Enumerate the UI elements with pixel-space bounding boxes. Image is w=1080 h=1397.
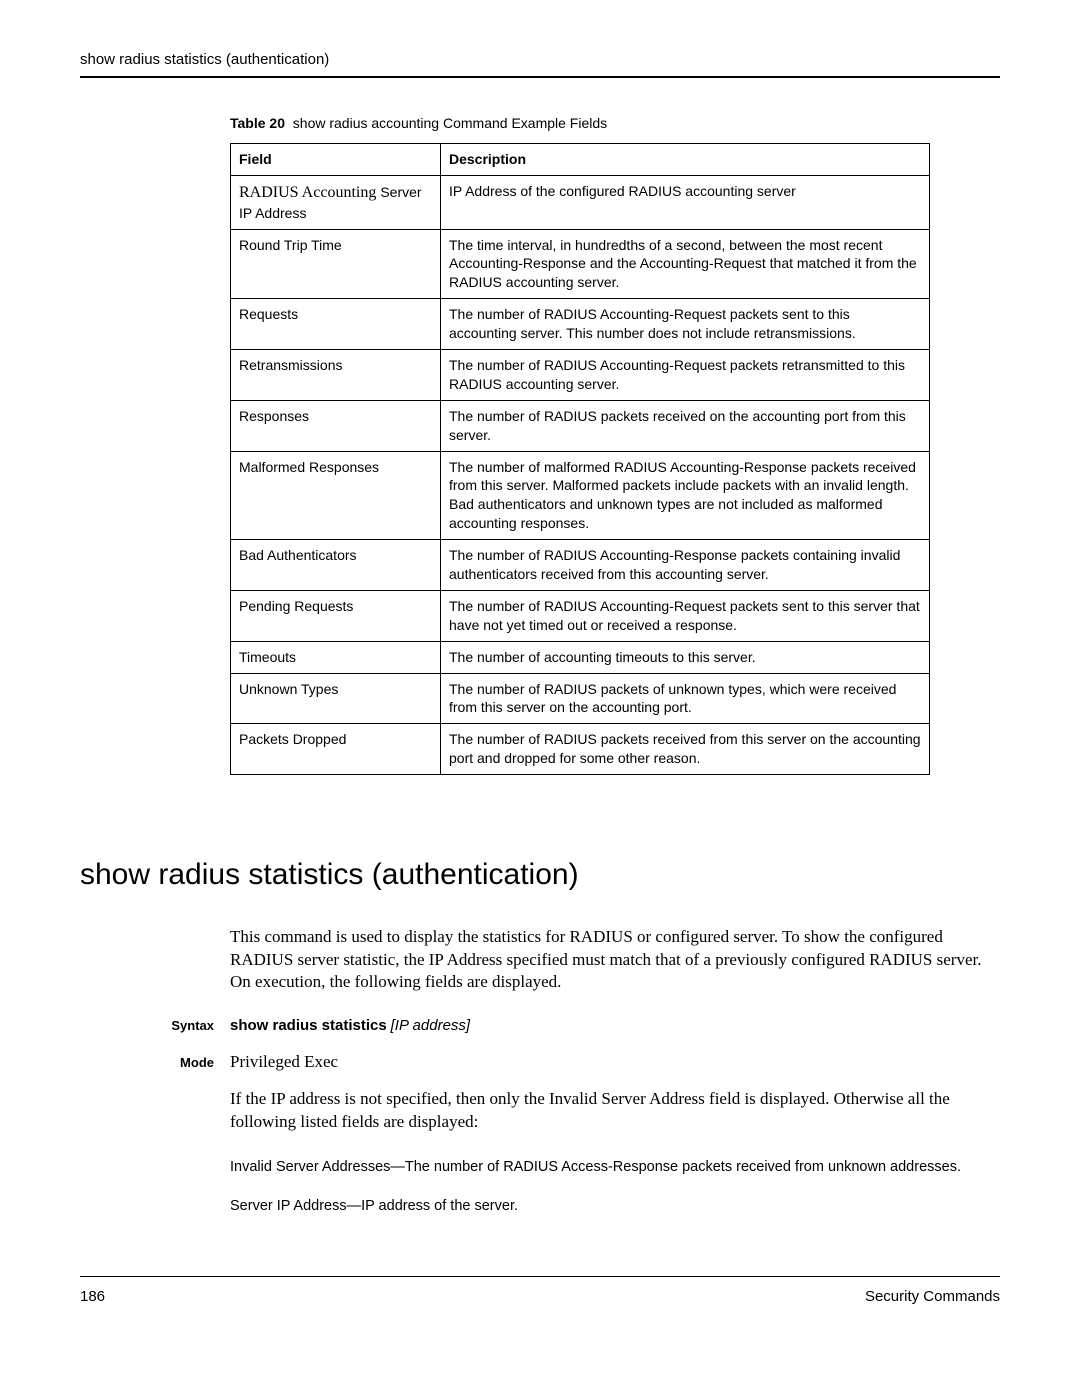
col-field: Field <box>231 144 441 176</box>
mode-row: Mode Privileged Exec <box>150 1051 1000 1074</box>
field-cell: Retransmissions <box>231 349 441 400</box>
table-caption-label: Table 20 <box>230 115 285 131</box>
mode-label: Mode <box>150 1054 230 1072</box>
desc-cell: The number of RADIUS Accounting-Request … <box>441 299 930 350</box>
field-cell: Packets Dropped <box>231 724 441 775</box>
desc-cell: The number of RADIUS Accounting-Response… <box>441 540 930 591</box>
field-cell: Requests <box>231 299 441 350</box>
running-header: show radius statistics (authentication) <box>80 50 1000 78</box>
desc-cell: The number of RADIUS packets received fr… <box>441 724 930 775</box>
table-row: Round Trip TimeThe time interval, in hun… <box>231 229 930 299</box>
section-title: show radius statistics (authentication) <box>80 855 1000 896</box>
desc-cell: The number of RADIUS Accounting-Request … <box>441 590 930 641</box>
field-cell: Bad Authenticators <box>231 540 441 591</box>
field-para-1: Invalid Server Addresses—The number of R… <box>230 1157 1000 1177</box>
desc-cell: The number of accounting timeouts to thi… <box>441 641 930 673</box>
syntax-label: Syntax <box>150 1017 230 1035</box>
table-row: TimeoutsThe number of accounting timeout… <box>231 641 930 673</box>
syntax-row: Syntax show radius statistics [IP addres… <box>150 1016 1000 1036</box>
page-number: 186 <box>80 1287 105 1307</box>
desc-cell: The number of RADIUS packets of unknown … <box>441 673 930 724</box>
field-cell: RADIUS Accounting ServerIP Address <box>231 176 441 229</box>
table-row: Unknown TypesThe number of RADIUS packet… <box>231 673 930 724</box>
section-intro: This command is used to display the stat… <box>230 926 1000 995</box>
table-row: RADIUS Accounting ServerIP AddressIP Add… <box>231 176 930 229</box>
desc-cell: The number of RADIUS Accounting-Request … <box>441 349 930 400</box>
mode-value: Privileged Exec <box>230 1051 1000 1074</box>
chapter-name: Security Commands <box>865 1287 1000 1307</box>
table-caption-text: show radius accounting Command Example F… <box>293 115 607 131</box>
col-desc: Description <box>441 144 930 176</box>
field-cell: Unknown Types <box>231 673 441 724</box>
field-cell: Responses <box>231 400 441 451</box>
table-row: RetransmissionsThe number of RADIUS Acco… <box>231 349 930 400</box>
note-paragraph: If the IP address is not specified, then… <box>230 1088 1000 1134</box>
field-cell: Malformed Responses <box>231 451 441 540</box>
table-row: RequestsThe number of RADIUS Accounting-… <box>231 299 930 350</box>
syntax-arg: [IP address] <box>391 1017 470 1034</box>
desc-cell: IP Address of the configured RADIUS acco… <box>441 176 930 229</box>
table-row: Bad AuthenticatorsThe number of RADIUS A… <box>231 540 930 591</box>
table-20-wrap: Table 20 show radius accounting Command … <box>230 114 1000 775</box>
table-caption: Table 20 show radius accounting Command … <box>230 114 1000 133</box>
desc-cell: The number of RADIUS packets received on… <box>441 400 930 451</box>
fields-table: Field Description RADIUS Accounting Serv… <box>230 143 930 775</box>
desc-cell: The number of malformed RADIUS Accountin… <box>441 451 930 540</box>
table-row: ResponsesThe number of RADIUS packets re… <box>231 400 930 451</box>
field-cell: Pending Requests <box>231 590 441 641</box>
desc-cell: The time interval, in hundredths of a se… <box>441 229 930 299</box>
page-footer: 186 Security Commands <box>80 1276 1000 1307</box>
syntax-value: show radius statistics [IP address] <box>230 1016 1000 1036</box>
field-cell: Timeouts <box>231 641 441 673</box>
table-row: Packets DroppedThe number of RADIUS pack… <box>231 724 930 775</box>
field-para-2: Server IP Address—IP address of the serv… <box>230 1196 1000 1216</box>
table-row: Malformed ResponsesThe number of malform… <box>231 451 930 540</box>
field-cell: Round Trip Time <box>231 229 441 299</box>
table-row: Pending RequestsThe number of RADIUS Acc… <box>231 590 930 641</box>
syntax-cmd: show radius statistics <box>230 1017 387 1034</box>
